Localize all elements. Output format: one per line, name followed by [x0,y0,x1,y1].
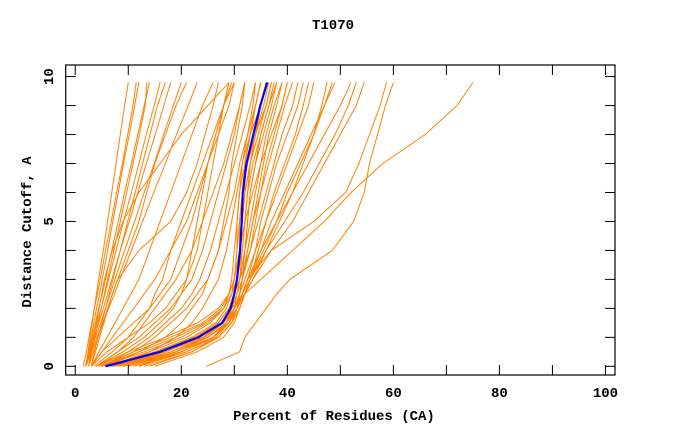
axes [65,64,616,376]
x-tick-label: 20 [173,386,190,402]
x-tick-label: 60 [385,386,402,402]
model-curve-24 [96,82,246,367]
model-curve-12 [88,82,230,367]
model-curve-15 [96,82,246,367]
model-curve-25 [112,82,267,367]
model-curve-3 [85,82,140,367]
x-tick-label: 100 [593,386,618,402]
x-tick-label: 0 [71,386,79,402]
model-curve-5 [85,82,150,367]
model-curve-8 [85,82,172,367]
model-curve-22 [101,82,246,367]
model-curve-54 [138,82,357,367]
model-curve-53 [128,82,365,367]
model-curve-45 [122,82,304,367]
y-tick-label: 0 [42,362,58,370]
highlight-curve-group [105,82,269,368]
y-tick-label: 10 [42,68,58,85]
model-curve-49 [154,82,309,367]
model-curve-50 [206,82,394,367]
model-curve-21 [93,82,235,367]
model-curve-18 [96,82,233,367]
model-curve-16 [90,82,230,367]
model-curve-10 [88,82,188,367]
model-curve-52 [144,82,387,367]
y-axis-label: Distance Cutoff, A [20,156,36,308]
model-curves [82,82,474,367]
x-axis-label: Percent of Residues (CA) [233,409,435,425]
model-curve-31 [122,82,275,367]
model-curve-9 [85,82,182,367]
model-curve-23 [90,82,214,367]
tick-labels: 0 20 40 60 80 100 0 5 10 [42,68,618,402]
model-curve-41 [122,82,288,367]
model-curve-11 [85,82,198,367]
model-curve-2 [82,82,137,367]
model-curve-1 [85,82,129,367]
model-curve-28 [106,82,256,367]
model-curve-39 [109,82,283,367]
model-curve-19 [90,82,235,367]
model-curve-17 [101,82,256,367]
model-curve-13 [90,82,219,367]
model-curve-20 [106,82,262,367]
model-curve-32 [98,82,288,367]
x-tick-label: 80 [491,386,508,402]
chart-title: T1070 [312,18,354,34]
x-tick-label: 40 [279,386,296,402]
y-tick-label: 5 [42,217,58,225]
highlight-curve [105,82,269,368]
